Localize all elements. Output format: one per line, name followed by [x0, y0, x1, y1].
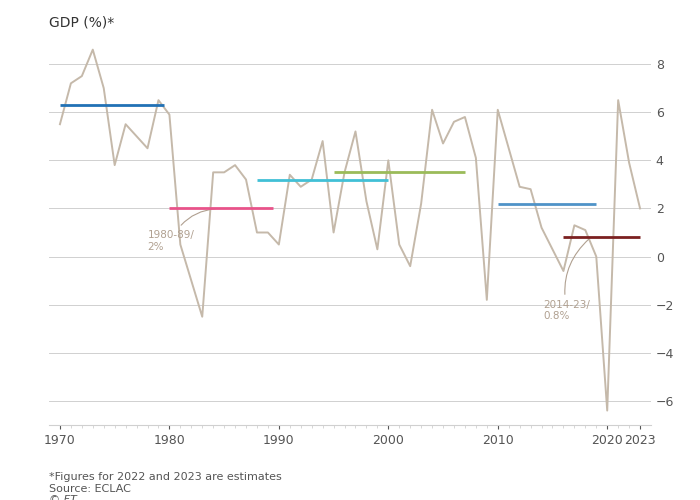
Text: GDP (%)*: GDP (%)* [49, 15, 114, 29]
Text: 1980-89/
2%: 1980-89/ 2% [148, 208, 216, 252]
Text: © FT: © FT [49, 495, 77, 500]
Text: 2014-23/
0.8%: 2014-23/ 0.8% [544, 239, 591, 322]
Text: Source: ECLAC: Source: ECLAC [49, 484, 131, 494]
Text: *Figures for 2022 and 2023 are estimates: *Figures for 2022 and 2023 are estimates [49, 472, 281, 482]
